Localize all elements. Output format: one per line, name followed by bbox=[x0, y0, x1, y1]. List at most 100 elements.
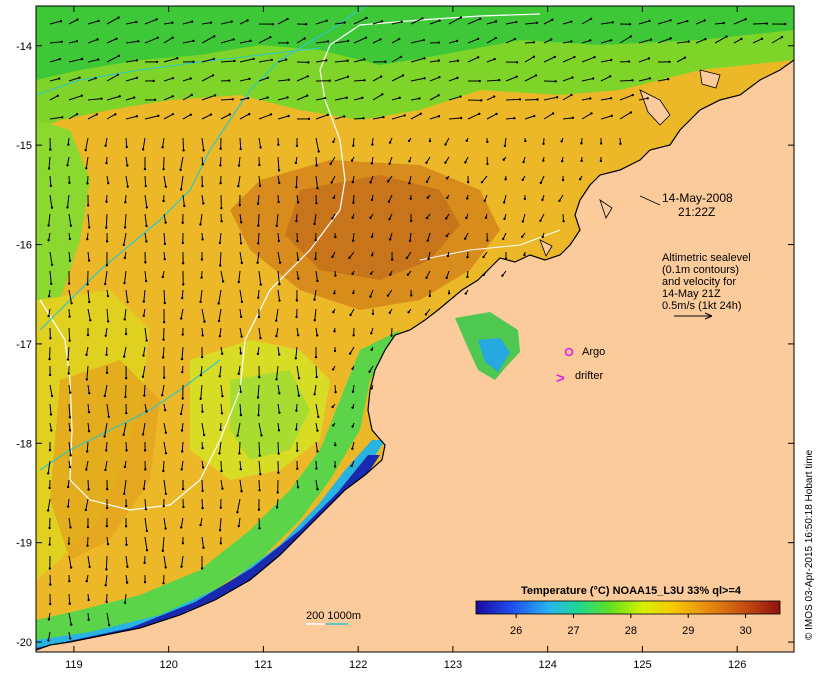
velocity-vector-head bbox=[590, 112, 593, 115]
velocity-vector bbox=[410, 17, 423, 25]
velocity-vector-head bbox=[686, 19, 689, 23]
velocity-vector bbox=[105, 574, 108, 586]
velocity-vector bbox=[87, 289, 90, 303]
velocity-vector-head bbox=[423, 77, 426, 80]
velocity-vector bbox=[144, 213, 148, 227]
velocity-vector bbox=[143, 384, 146, 396]
velocity-vector-head bbox=[326, 40, 330, 43]
velocity-vector-head bbox=[307, 117, 311, 121]
velocity-vector-head bbox=[297, 377, 301, 380]
velocity-vector-head bbox=[418, 97, 421, 100]
velocity-vector-head bbox=[589, 39, 592, 42]
velocity-vector bbox=[258, 113, 272, 120]
velocity-vector bbox=[125, 137, 128, 148]
y-tick-label: -19 bbox=[16, 538, 32, 550]
velocity-vector bbox=[85, 156, 89, 169]
velocity-vector-head bbox=[478, 79, 481, 83]
velocity-vector-head bbox=[75, 40, 79, 43]
velocity-vector-head bbox=[405, 256, 409, 260]
scale-arrow-head bbox=[704, 312, 713, 320]
velocity-vector bbox=[201, 22, 211, 25]
velocity-vector-head bbox=[352, 201, 355, 204]
velocity-vector bbox=[315, 40, 329, 44]
velocity-vector-head bbox=[278, 392, 281, 395]
velocity-vector-head bbox=[123, 281, 126, 285]
velocity-vector-head bbox=[257, 508, 261, 511]
velocity-vector-head bbox=[248, 112, 251, 116]
velocity-vector-head bbox=[352, 144, 355, 147]
velocity-vector-head bbox=[266, 96, 269, 99]
velocity-vector bbox=[313, 289, 317, 300]
velocity-vector-head bbox=[325, 59, 328, 62]
velocity-vector-head bbox=[164, 566, 167, 569]
velocity-vector bbox=[543, 56, 556, 63]
velocity-vector bbox=[144, 270, 147, 282]
velocity-vector bbox=[68, 40, 78, 44]
depth-legend: 200 1000m bbox=[306, 610, 361, 625]
velocity-vector-head bbox=[591, 77, 595, 80]
velocity-vector bbox=[220, 384, 223, 397]
velocity-vector bbox=[142, 137, 146, 150]
velocity-vector-head bbox=[240, 335, 243, 338]
velocity-vector bbox=[105, 441, 108, 451]
velocity-vector bbox=[201, 327, 204, 336]
velocity-vector bbox=[505, 38, 516, 44]
velocity-vector bbox=[562, 117, 573, 120]
velocity-vector bbox=[638, 77, 650, 82]
velocity-vector bbox=[334, 97, 347, 101]
velocity-vector-head bbox=[609, 97, 613, 100]
velocity-vector bbox=[162, 346, 165, 358]
velocity-vector bbox=[296, 479, 299, 488]
velocity-vector-head bbox=[105, 240, 109, 243]
warm-core-inner bbox=[285, 175, 460, 280]
velocity-vector-head bbox=[551, 18, 554, 21]
velocity-vector-head bbox=[504, 178, 507, 181]
velocity-vector bbox=[219, 327, 222, 337]
annotation-line-2: (0.1m contours) bbox=[662, 264, 739, 276]
velocity-vector-head bbox=[369, 272, 373, 275]
velocity-vector-head bbox=[437, 115, 441, 118]
velocity-vector-head bbox=[232, 38, 235, 41]
velocity-vector bbox=[275, 308, 279, 321]
velocity-vector bbox=[276, 498, 279, 508]
velocity-vector bbox=[49, 384, 53, 397]
velocity-vector-head bbox=[522, 160, 525, 164]
x-tick-label: 124 bbox=[538, 659, 556, 671]
velocity-vector-head bbox=[387, 200, 391, 203]
velocity-vector-head bbox=[371, 143, 374, 146]
velocity-vector-head bbox=[313, 222, 316, 226]
velocity-vector-head bbox=[213, 35, 216, 38]
velocity-vector bbox=[200, 289, 203, 302]
velocity-vector bbox=[467, 56, 479, 63]
velocity-vector bbox=[199, 213, 203, 225]
velocity-vector bbox=[581, 56, 595, 63]
map-time: 21:22Z bbox=[678, 205, 715, 219]
velocity-vector-head bbox=[89, 319, 92, 322]
velocity-vector-head bbox=[554, 80, 557, 83]
velocity-vector-head bbox=[199, 397, 202, 400]
velocity-vector-head bbox=[520, 235, 524, 239]
velocity-vector bbox=[581, 98, 591, 101]
velocity-vector-head bbox=[60, 116, 64, 119]
x-tick-label: 122 bbox=[349, 659, 367, 671]
velocity-vector bbox=[315, 422, 318, 431]
velocity-vector-head bbox=[49, 184, 53, 188]
velocity-vector bbox=[123, 346, 127, 357]
velocity-vector-head bbox=[258, 184, 262, 188]
velocity-vector bbox=[258, 97, 268, 101]
velocity-vector-head bbox=[259, 283, 262, 286]
velocity-vector bbox=[163, 175, 167, 187]
velocity-vector-head bbox=[162, 167, 165, 171]
velocity-vector-head bbox=[258, 454, 261, 457]
velocity-vector bbox=[163, 213, 167, 223]
velocity-vector-head bbox=[256, 396, 260, 399]
velocity-vector bbox=[676, 41, 689, 44]
velocity-vector-head bbox=[145, 206, 149, 209]
velocity-vector-head bbox=[389, 273, 392, 276]
contour-200m bbox=[39, 13, 541, 511]
velocity-vector bbox=[296, 75, 308, 82]
coastal-cool-band bbox=[36, 330, 400, 645]
velocity-vector-head bbox=[486, 162, 489, 166]
velocity-vector bbox=[258, 327, 261, 339]
velocity-vector bbox=[562, 94, 572, 101]
